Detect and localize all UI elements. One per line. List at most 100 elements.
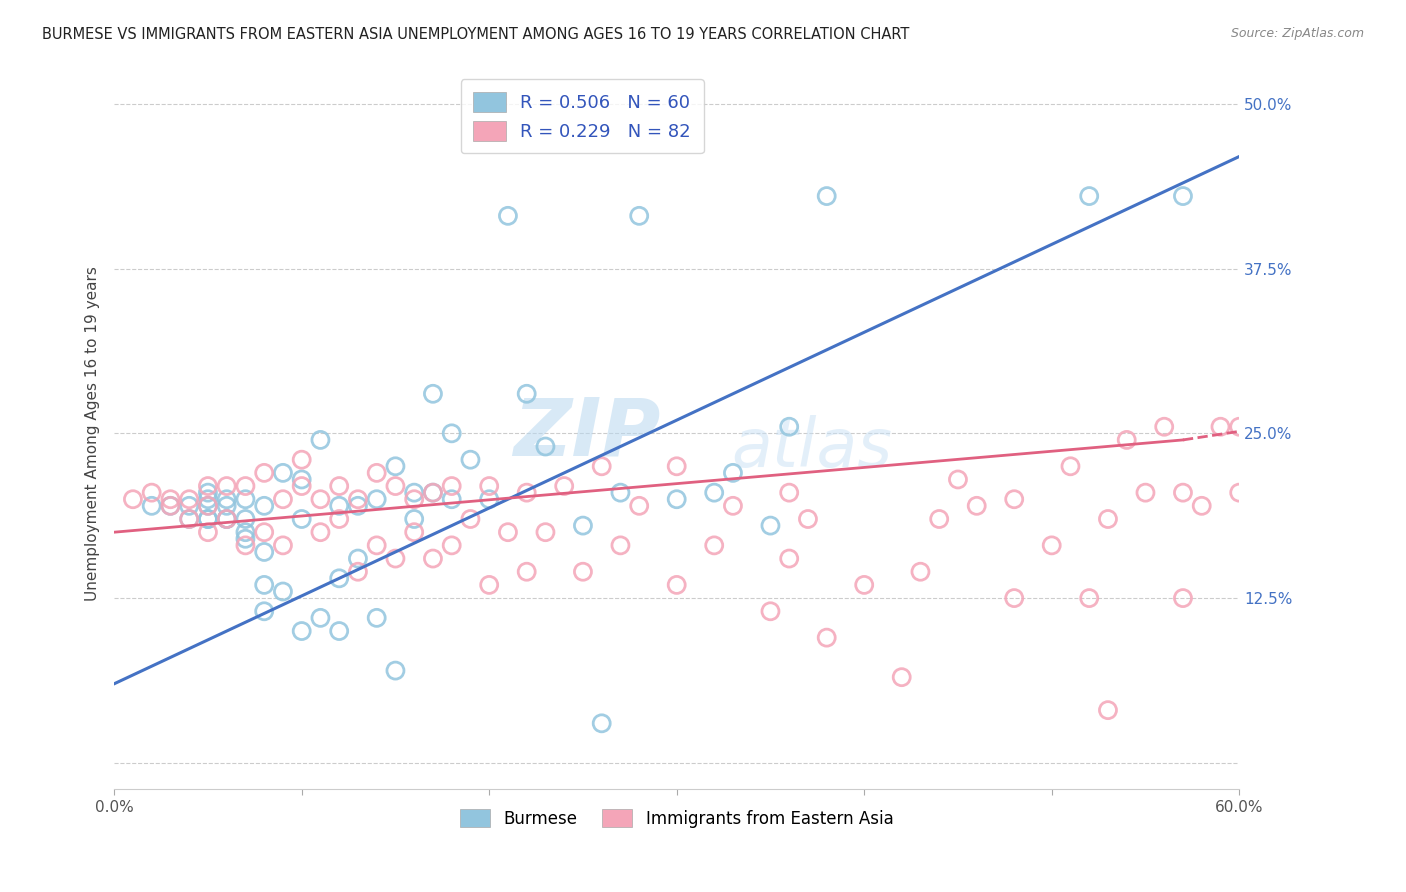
Point (460, 512, 482, 526)
Point (1135, 485, 1157, 500)
Point (235, 525, 257, 540)
Point (1115, 433, 1137, 447)
Point (366, 492, 388, 507)
Point (347, 492, 370, 507)
Point (141, 485, 163, 500)
Point (309, 433, 332, 447)
Point (1303, 419, 1326, 434)
Point (253, 578, 276, 592)
Point (928, 512, 950, 526)
Point (271, 584, 294, 599)
Y-axis label: Unemployment Among Ages 16 to 19 years: Unemployment Among Ages 16 to 19 years (86, 266, 100, 601)
Point (253, 499, 276, 513)
Point (496, 209, 519, 223)
Point (1097, 703, 1119, 717)
Point (759, 518, 782, 533)
Point (404, 512, 426, 526)
Point (215, 512, 238, 526)
Point (609, 538, 631, 552)
Point (703, 485, 725, 500)
Point (404, 485, 426, 500)
Point (291, 452, 314, 467)
Point (1097, 512, 1119, 526)
Point (215, 499, 238, 513)
Point (759, 604, 782, 618)
Point (946, 473, 969, 487)
Point (422, 485, 444, 500)
Point (591, 716, 613, 731)
Point (534, 525, 557, 540)
Point (215, 512, 238, 526)
Point (215, 479, 238, 493)
Point (347, 551, 370, 566)
Point (309, 525, 332, 540)
Point (253, 466, 276, 480)
Point (1059, 459, 1081, 474)
Point (516, 565, 538, 579)
Point (890, 670, 912, 684)
Point (404, 525, 426, 540)
Point (253, 545, 276, 559)
Point (179, 499, 201, 513)
Point (235, 512, 257, 526)
Point (197, 479, 219, 493)
Point (609, 485, 631, 500)
Point (271, 492, 294, 507)
Point (665, 578, 688, 592)
Point (778, 419, 800, 434)
Point (271, 466, 294, 480)
Point (215, 512, 238, 526)
Point (159, 492, 181, 507)
Point (291, 479, 314, 493)
Point (910, 565, 932, 579)
Point (179, 492, 201, 507)
Point (197, 492, 219, 507)
Point (1002, 591, 1025, 606)
Point (778, 551, 800, 566)
Point (291, 624, 314, 638)
Point (309, 492, 332, 507)
Point (291, 512, 314, 526)
Point (253, 525, 276, 540)
Point (721, 499, 744, 513)
Point (235, 532, 257, 546)
Point (122, 492, 145, 507)
Point (141, 499, 163, 513)
Point (460, 452, 482, 467)
Point (291, 473, 314, 487)
Point (422, 551, 444, 566)
Point (235, 479, 257, 493)
Point (1171, 189, 1194, 203)
Point (1171, 485, 1194, 500)
Text: Source: ZipAtlas.com: Source: ZipAtlas.com (1230, 27, 1364, 40)
Point (703, 538, 725, 552)
Point (384, 664, 406, 678)
Point (328, 571, 350, 585)
Point (1040, 538, 1063, 552)
Point (478, 492, 501, 507)
Point (853, 578, 876, 592)
Point (179, 512, 201, 526)
Point (159, 499, 181, 513)
Point (197, 499, 219, 513)
Point (253, 604, 276, 618)
Text: BURMESE VS IMMIGRANTS FROM EASTERN ASIA UNEMPLOYMENT AMONG AGES 16 TO 19 YEARS C: BURMESE VS IMMIGRANTS FROM EASTERN ASIA … (42, 27, 910, 42)
Point (478, 479, 501, 493)
Point (628, 209, 651, 223)
Point (235, 538, 257, 552)
Point (366, 611, 388, 625)
Point (1078, 189, 1101, 203)
Point (328, 512, 350, 526)
Point (516, 386, 538, 401)
Point (797, 512, 820, 526)
Point (404, 492, 426, 507)
Point (1247, 354, 1270, 368)
Point (328, 624, 350, 638)
Point (440, 492, 463, 507)
Point (534, 440, 557, 454)
Point (516, 485, 538, 500)
Point (328, 499, 350, 513)
Point (966, 499, 988, 513)
Point (384, 479, 406, 493)
Point (1227, 485, 1250, 500)
